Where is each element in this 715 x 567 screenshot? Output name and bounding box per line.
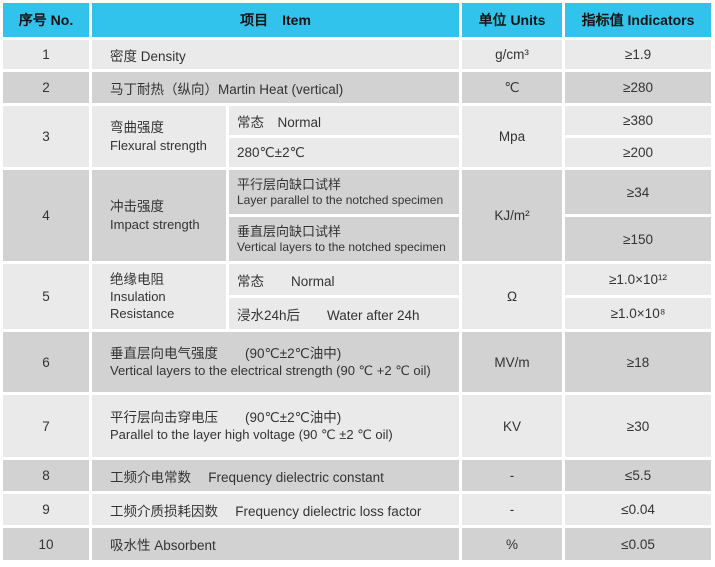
table-row: 8 工频介电常数 Frequency dielectric constant -…: [3, 460, 712, 491]
unit-cell: Mpa: [462, 106, 563, 167]
unit-cell: MV/m: [462, 332, 563, 392]
item-en: Insulation Resistance: [110, 289, 175, 322]
no-cell: 7: [3, 395, 89, 457]
table-row: 4 冲击强度 Impact strength 平行层向缺口试样 Layer pa…: [3, 170, 712, 261]
unit-cell: KJ/m²: [462, 170, 563, 261]
condition-en: Vertical layers to the notched specimen: [237, 240, 446, 255]
condition-cell: 垂直层向缺口试样 Vertical layers to the notched …: [229, 217, 460, 261]
indicator-cell: ≥34: [565, 170, 712, 214]
indicator-cell: ≥200: [565, 138, 712, 167]
condition-cell: 常态 Normal: [229, 106, 460, 135]
no-cell: 6: [3, 332, 89, 392]
header-item: 项目 Item: [92, 3, 460, 37]
condition-en: Layer parallel to the notched specimen: [237, 193, 444, 208]
table-row: 5 绝缘电阻 Insulation Resistance 常态 Normal Ω…: [3, 264, 712, 329]
condition-cell: 浸水24h后 Water after 24h: [229, 298, 460, 329]
unit-cell: Ω: [462, 264, 563, 329]
table-header-row: 序号 No. 项目 Item 单位 Units 指标值 Indicators: [3, 3, 712, 37]
item-cell: 马丁耐热（纵向）Martin Heat (vertical): [92, 72, 460, 103]
no-cell: 2: [3, 72, 89, 103]
unit-cell: -: [462, 494, 563, 525]
indicator-cell: ≤5.5: [565, 460, 712, 491]
condition-zh: 垂直层向缺口试样: [237, 223, 342, 239]
item-cell: 工频介质损耗因数 Frequency dielectric loss facto…: [92, 494, 460, 525]
item-en: Parallel to the layer high voltage (90 ℃…: [110, 427, 393, 443]
condition-cell: 常态 Normal: [229, 264, 460, 295]
indicator-cell: ≥280: [565, 72, 712, 103]
item-en: Vertical layers to the electrical streng…: [110, 363, 431, 379]
table-row: 6 垂直层向电气强度 (90℃±2℃油中) Vertical layers to…: [3, 332, 712, 392]
indicator-cell: ≤0.05: [565, 528, 712, 560]
indicator-cell: ≥150: [565, 217, 712, 261]
indicator-cell: ≥18: [565, 332, 712, 392]
item-cell: 平行层向击穿电压 (90℃±2℃油中) Parallel to the laye…: [92, 395, 460, 457]
item-cell: 工频介电常数 Frequency dielectric constant: [92, 460, 460, 491]
condition-zh: 平行层向缺口试样: [237, 176, 342, 192]
header-indicators: 指标值 Indicators: [565, 3, 712, 37]
item-zh: 绝缘电阻: [110, 271, 164, 287]
no-cell: 4: [3, 170, 89, 261]
no-cell: 9: [3, 494, 89, 525]
condition-cell: 平行层向缺口试样 Layer parallel to the notched s…: [229, 170, 460, 214]
item-cell: 密度 Density: [92, 40, 460, 69]
table-subrow: 垂直层向缺口试样 Vertical layers to the notched …: [3, 217, 712, 261]
item-zh: 垂直层向电气强度 (90℃±2℃油中): [110, 345, 342, 361]
table-row: 10 吸水性 Absorbent % ≤0.05: [3, 528, 712, 560]
table-row: 3 弯曲强度 Flexural strength 常态 Normal Mpa ≥…: [3, 106, 712, 167]
header-no: 序号 No.: [3, 3, 89, 37]
table-subrow: 浸水24h后 Water after 24h ≥1.0×10⁸: [3, 298, 712, 329]
unit-cell: KV: [462, 395, 563, 457]
unit-cell: -: [462, 460, 563, 491]
table-row: 7 平行层向击穿电压 (90℃±2℃油中) Parallel to the la…: [3, 395, 712, 457]
header-units: 单位 Units: [462, 3, 563, 37]
item-cell: 绝缘电阻 Insulation Resistance: [92, 264, 226, 329]
table-subrow: 280℃±2℃ ≥200: [3, 138, 712, 167]
item-en: Flexural strength: [110, 137, 207, 153]
table-row: 1 密度 Density g/cm³ ≥1.9: [3, 40, 712, 69]
condition-cell: 280℃±2℃: [229, 138, 460, 167]
no-cell: 10: [3, 528, 89, 560]
table-row: 9 工频介质损耗因数 Frequency dielectric loss fac…: [3, 494, 712, 525]
indicator-cell: ≥1.0×10⁸: [565, 298, 712, 329]
item-en: Impact strength: [110, 216, 200, 232]
no-cell: 8: [3, 460, 89, 491]
indicator-cell: ≥30: [565, 395, 712, 457]
item-zh: 冲击强度: [110, 199, 164, 215]
item-cell: 弯曲强度 Flexural strength: [92, 106, 226, 167]
no-cell: 5: [3, 264, 89, 329]
indicator-cell: ≤0.04: [565, 494, 712, 525]
unit-cell: %: [462, 528, 563, 560]
item-cell: 垂直层向电气强度 (90℃±2℃油中) Vertical layers to t…: [92, 332, 460, 392]
table-row: 2 马丁耐热（纵向）Martin Heat (vertical) ℃ ≥280: [3, 72, 712, 103]
item-cell: 冲击强度 Impact strength: [92, 170, 226, 261]
item-zh: 平行层向击穿电压 (90℃±2℃油中): [110, 409, 342, 425]
no-cell: 3: [3, 106, 89, 167]
unit-cell: g/cm³: [462, 40, 563, 69]
item-cell: 吸水性 Absorbent: [92, 528, 460, 560]
indicator-cell: ≥1.0×10¹²: [565, 264, 712, 295]
no-cell: 1: [3, 40, 89, 69]
indicator-cell: ≥380: [565, 106, 712, 135]
indicator-cell: ≥1.9: [565, 40, 712, 69]
item-zh: 弯曲强度: [110, 120, 164, 136]
unit-cell: ℃: [462, 72, 563, 103]
